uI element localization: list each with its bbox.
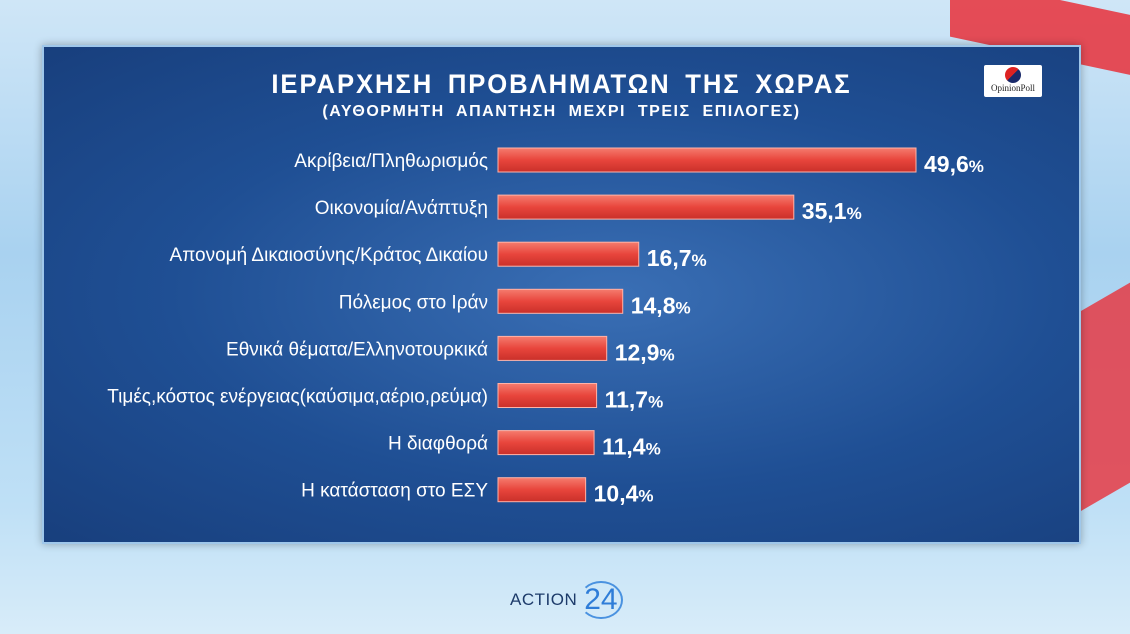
chart-subtitle: (ΑΥΘΟΡΜΗΤΗ ΑΠΑΝΤΗΣΗ ΜΕΧΡΙ ΤΡΕΙΣ ΕΠΙΛΟΓΕΣ… bbox=[322, 103, 801, 120]
bar bbox=[497, 477, 587, 503]
value-label: 16,7% bbox=[647, 245, 707, 271]
value-label: 11,7% bbox=[605, 387, 664, 413]
bar bbox=[497, 194, 795, 220]
bar bbox=[497, 288, 624, 314]
value-label: 11,4% bbox=[602, 434, 661, 460]
category-label: Η κατάσταση στο ΕΣΥ bbox=[301, 481, 488, 502]
category-label: Τιμές,κόστος ενέργειας(καύσιμα,αέριο,ρεύ… bbox=[107, 387, 488, 408]
category-label: Εθνικά θέματα/Ελληνοτουρκικά bbox=[226, 339, 488, 360]
category-label: Απονομή Δικαιοσύνης/Κράτος Δικαίου bbox=[170, 245, 488, 266]
category-label: Οικονομία/Ανάπτυξη bbox=[315, 198, 488, 219]
category-label: Πόλεμος στο Ιράν bbox=[339, 292, 488, 313]
bar bbox=[497, 241, 640, 267]
opinionpoll-logo: OpinionPoll bbox=[984, 65, 1042, 97]
bar bbox=[497, 430, 595, 456]
bar bbox=[497, 335, 608, 361]
value-label: 49,6% bbox=[924, 151, 984, 177]
value-label: 14,8% bbox=[631, 292, 691, 318]
bar bbox=[497, 383, 598, 408]
category-label: Ακρίβεια/Πληθωρισμός bbox=[294, 151, 488, 172]
chart-title: ΙΕΡΑΡΧΗΣΗ ΠΡΟΒΛΗΜΑΤΩΝ ΤΗΣ ΧΩΡΑΣ bbox=[271, 69, 852, 99]
bar bbox=[497, 147, 917, 173]
value-label: 10,4% bbox=[594, 481, 654, 507]
category-label: Η διαφθορά bbox=[388, 434, 488, 455]
value-label: 12,9% bbox=[615, 339, 675, 365]
channel-logo: ACTION 24 bbox=[510, 581, 623, 619]
value-label: 35,1% bbox=[802, 198, 862, 224]
